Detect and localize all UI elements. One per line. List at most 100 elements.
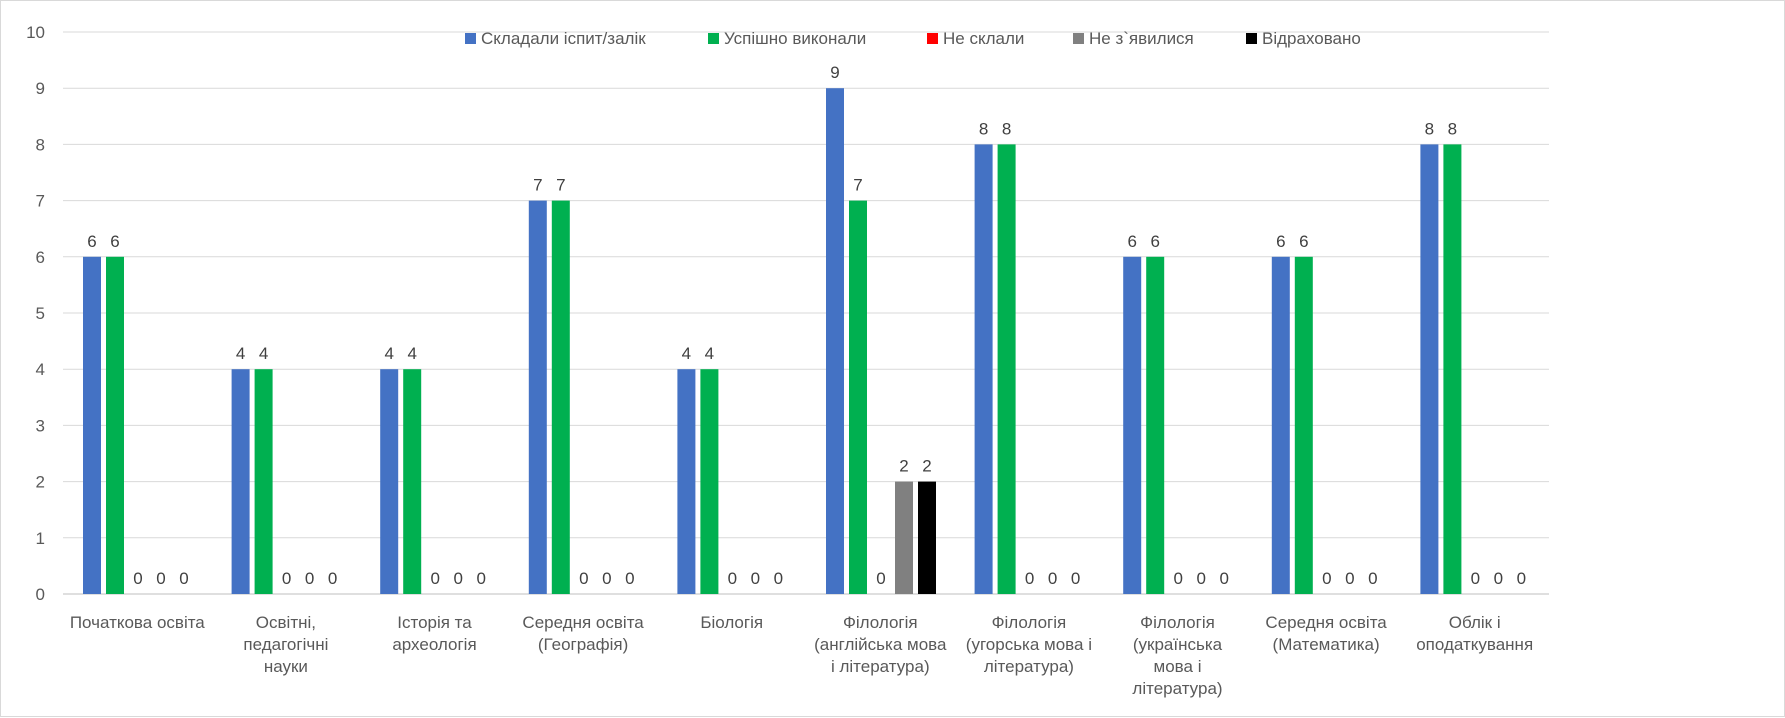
data-label: 4: [236, 344, 245, 363]
data-label: 0: [1173, 569, 1182, 588]
data-label: 0: [1517, 569, 1526, 588]
data-label: 0: [728, 569, 737, 588]
bar: [231, 369, 250, 594]
y-tick-label: 4: [36, 360, 45, 379]
data-label: 6: [1127, 232, 1136, 251]
legend-label: Успішно виконали: [724, 29, 866, 48]
data-label: 0: [1368, 569, 1377, 588]
data-label: 7: [533, 176, 542, 195]
data-label: 0: [179, 569, 188, 588]
legend-label: Складали іспит/залік: [481, 29, 646, 48]
category-label: література): [1132, 679, 1222, 698]
x-axis-categories: Початкова освіта Освітні, педагогічні науки…: [70, 613, 1533, 698]
bars: [83, 88, 1462, 594]
data-label: 6: [1299, 232, 1308, 251]
y-tick-label: 7: [36, 192, 45, 211]
category-label: література): [984, 657, 1074, 676]
bar: [83, 256, 101, 594]
data-label: 6: [1276, 232, 1285, 251]
category-label: (англійська мова: [814, 635, 947, 654]
bar: [826, 88, 844, 594]
data-label: 8: [979, 119, 988, 138]
data-label: 4: [705, 344, 714, 363]
data-label: 0: [1471, 569, 1480, 588]
data-label: 0: [1345, 569, 1354, 588]
data-label: 0: [156, 569, 165, 588]
category-label: Середня освіта: [1265, 613, 1387, 632]
y-tick-label: 9: [36, 79, 45, 98]
bar: [106, 256, 124, 594]
data-label: 0: [1048, 569, 1057, 588]
data-label: 0: [774, 569, 783, 588]
category-label: Історія та: [397, 613, 472, 632]
data-label: 0: [602, 569, 611, 588]
data-label: 9: [830, 63, 839, 82]
category-label: Середня освіта: [522, 613, 644, 632]
category-label: (Математика): [1273, 635, 1380, 654]
category-label: Філологія: [1140, 613, 1215, 632]
y-axis-ticks: 0 1 2 3 4 5 6 7 8 9 10: [26, 23, 45, 604]
y-tick-label: 5: [36, 304, 45, 323]
data-label: 8: [1002, 119, 1011, 138]
data-label: 0: [876, 569, 885, 588]
category-label: оподаткування: [1416, 635, 1533, 654]
data-label: 0: [453, 569, 462, 588]
data-label: 4: [682, 344, 691, 363]
y-tick-label: 8: [36, 135, 45, 154]
bar: [1294, 256, 1313, 594]
legend-label: Не склали: [943, 29, 1024, 48]
bar: [918, 481, 936, 594]
legend-swatch: [465, 33, 476, 44]
bar: [700, 369, 719, 594]
bar: [403, 369, 422, 594]
data-label: 2: [899, 457, 908, 476]
data-label: 8: [1425, 119, 1434, 138]
category-label: археологія: [392, 635, 476, 654]
category-label: Облік і: [1449, 613, 1501, 632]
category-label: Освітні,: [256, 613, 316, 632]
bar: [254, 369, 273, 594]
data-label: 0: [476, 569, 485, 588]
legend-swatch: [1246, 33, 1257, 44]
legend-label: Не з`явилися: [1089, 29, 1194, 48]
data-label: 0: [1196, 569, 1205, 588]
data-label: 0: [305, 569, 314, 588]
data-label: 0: [579, 569, 588, 588]
data-label: 0: [1071, 569, 1080, 588]
data-label: 4: [259, 344, 268, 363]
category-label: Біологія: [700, 613, 763, 632]
data-label: 0: [282, 569, 291, 588]
category-label: науки: [264, 657, 308, 676]
y-tick-label: 2: [36, 473, 45, 492]
category-label: Філологія: [843, 613, 918, 632]
data-label: 6: [110, 232, 119, 251]
category-label: мова і: [1154, 657, 1202, 676]
data-label: 4: [384, 344, 393, 363]
legend-swatch: [927, 33, 938, 44]
category-label: (українська: [1133, 635, 1223, 654]
bar: [380, 369, 399, 594]
data-label: 0: [1025, 569, 1034, 588]
y-tick-label: 10: [26, 23, 45, 42]
bar: [551, 200, 570, 594]
category-label: педагогічні: [243, 635, 328, 654]
gridlines: [63, 31, 1549, 595]
bar: [974, 144, 993, 594]
data-label: 0: [328, 569, 337, 588]
data-label: 7: [853, 176, 862, 195]
data-label: 0: [430, 569, 439, 588]
data-label: 0: [625, 569, 634, 588]
bar: [528, 200, 547, 594]
y-tick-label: 6: [36, 248, 45, 267]
legend-swatch: [1073, 33, 1084, 44]
data-label: 0: [1219, 569, 1228, 588]
legend-label: Відраховано: [1262, 29, 1361, 48]
bar: [1271, 256, 1290, 594]
data-label: 0: [133, 569, 142, 588]
data-label: 6: [87, 232, 96, 251]
y-tick-label: 0: [36, 585, 45, 604]
data-label: 0: [1322, 569, 1331, 588]
data-label: 8: [1448, 119, 1457, 138]
